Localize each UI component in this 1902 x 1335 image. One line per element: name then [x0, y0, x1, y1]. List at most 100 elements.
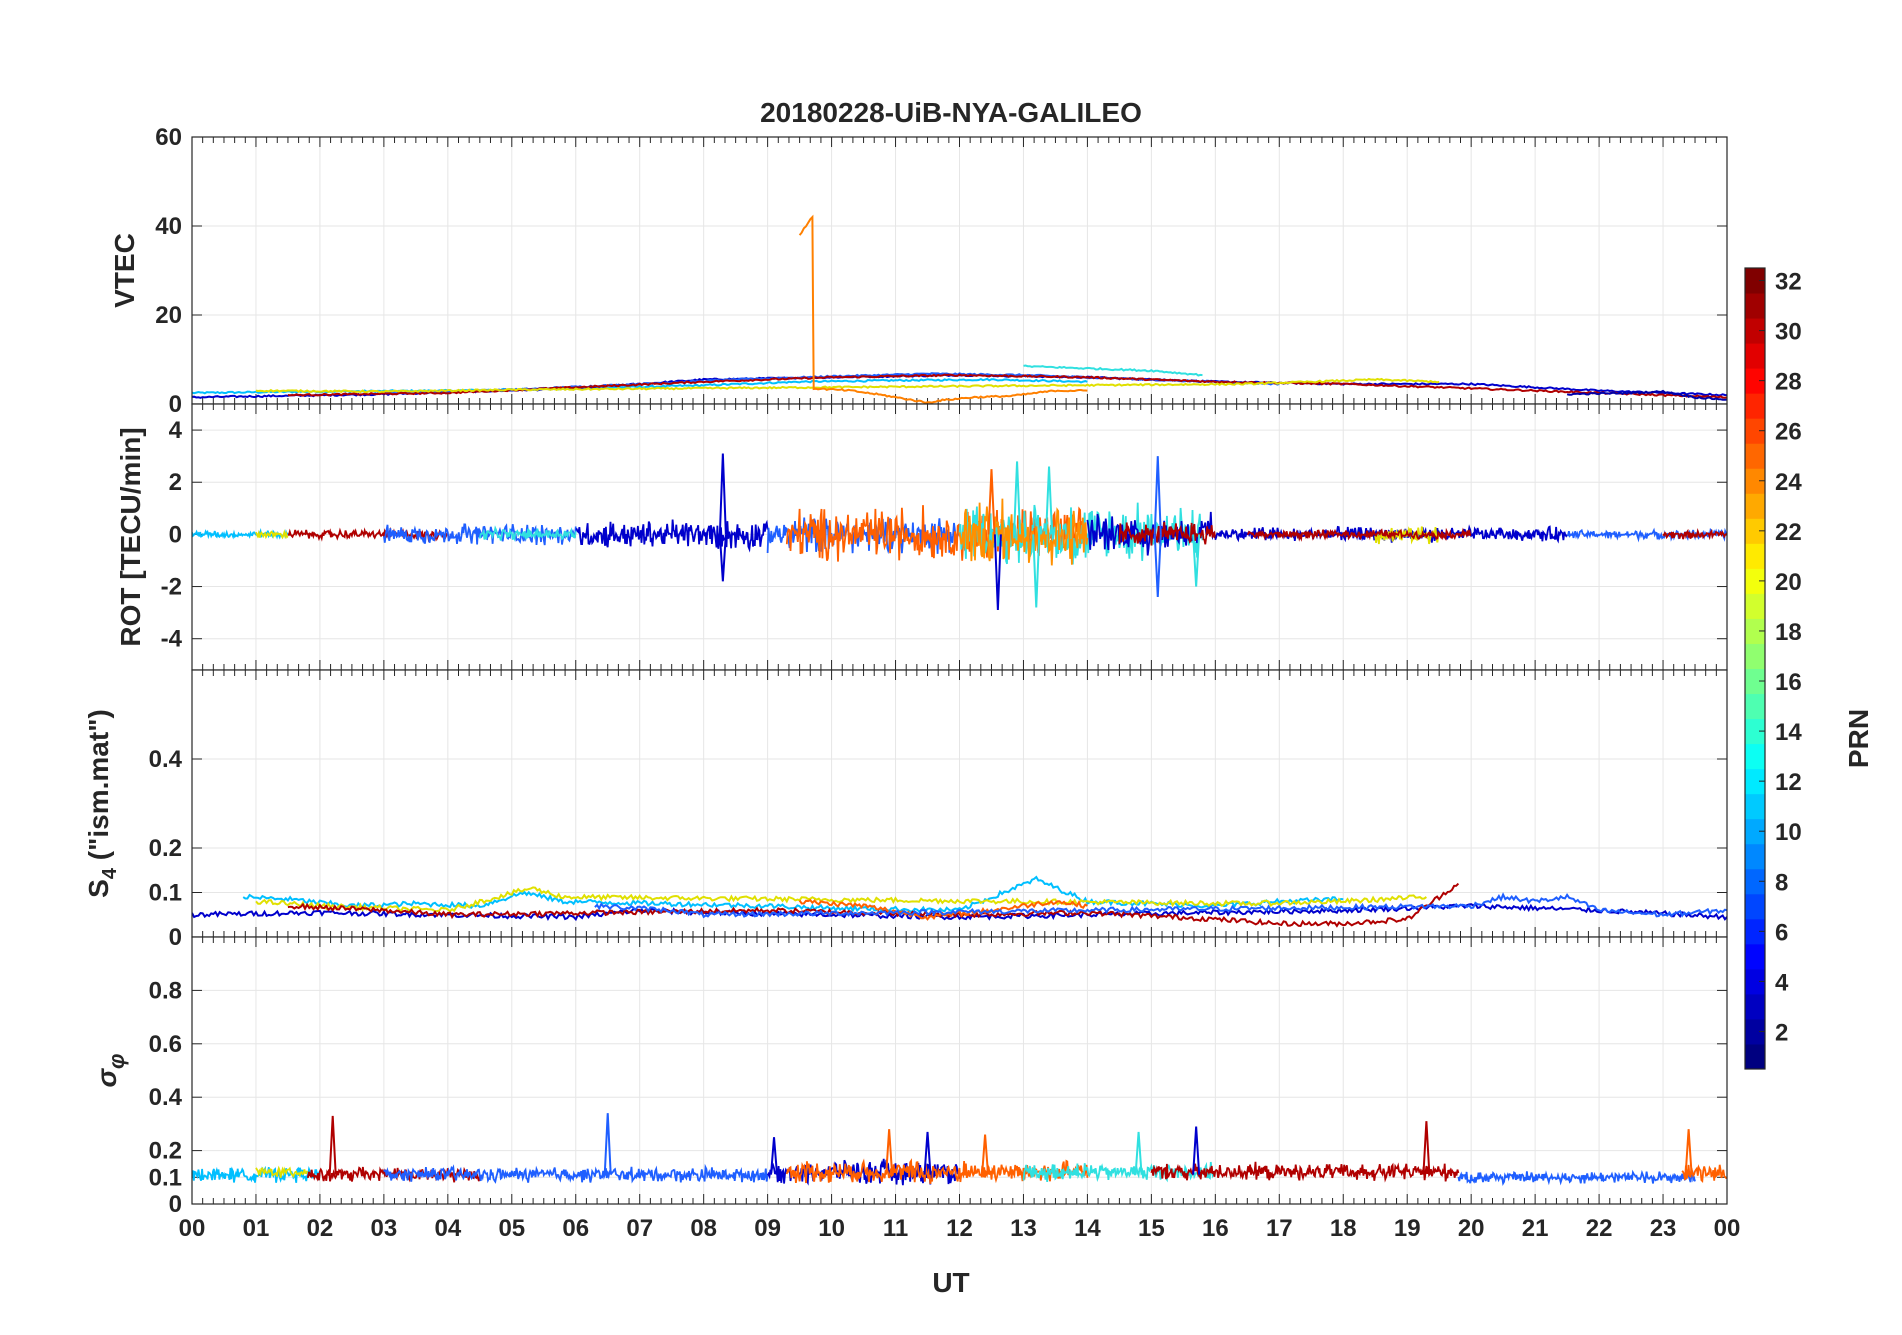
y-axis-label: VTEC [109, 233, 140, 308]
y-tick-label: 4 [169, 417, 183, 444]
panel-1: 0 20 40 60 VTEC [109, 124, 1728, 418]
colorbar-label: PRN [1843, 709, 1874, 768]
panel-3: 0 0.1 0.2 0.4 S4 ("ism.mat") [83, 669, 1728, 951]
colorbar-segment [1745, 543, 1765, 569]
x-tick-label: 03 [371, 1215, 398, 1242]
y-axis-label: ROT [TECU/min] [115, 427, 146, 646]
colorbar-segment [1745, 693, 1765, 720]
x-tick-label: 12 [946, 1215, 973, 1242]
colorbar-segment [1745, 918, 1765, 945]
colorbar-segment [1745, 393, 1765, 419]
colorbar-segment [1745, 1018, 1765, 1045]
noise-band [383, 1163, 769, 1184]
colorbar-tick-label: 28 [1775, 369, 1802, 396]
x-tick-label: 04 [434, 1215, 461, 1242]
x-tick-label: 09 [754, 1215, 781, 1242]
x-axis-label: UT [932, 1267, 969, 1298]
noise-band [1247, 527, 1472, 542]
colorbar-segment [1745, 418, 1765, 444]
spike [885, 1129, 894, 1175]
x-tick-label: 07 [626, 1215, 653, 1242]
x-tick-label: 14 [1074, 1215, 1101, 1242]
data-layer [192, 214, 1727, 404]
y-tick-label: 0.4 [149, 746, 183, 773]
series-line [594, 892, 1727, 919]
colorbar-segment [1745, 368, 1765, 394]
colorbar-tick-label: 2 [1775, 1019, 1788, 1046]
colorbar-segment [1745, 443, 1765, 469]
y-tick-label: 0 [169, 521, 182, 548]
panel-4: 00.10.2 0.4 0.6 0.8 σφ 00 01 02 03 04 05 06 07 08 09 10… [91, 936, 1741, 1242]
spike [1192, 1126, 1201, 1175]
noise-band [287, 526, 449, 543]
noise-band [192, 528, 289, 540]
x-tick-label: 13 [1010, 1215, 1037, 1242]
colorbar-segment [1745, 568, 1765, 594]
x-tick-label: 23 [1650, 1215, 1677, 1242]
noise-band [958, 498, 1089, 566]
colorbar-segment [1745, 968, 1765, 995]
series-line [1566, 389, 1727, 401]
y-tick-label: 0.6 [149, 1031, 182, 1058]
x-tick-label: 01 [243, 1215, 270, 1242]
data-layer [192, 875, 1727, 928]
x-tick-label: 20 [1458, 1215, 1485, 1242]
spike [770, 1137, 779, 1175]
spike [603, 1113, 612, 1175]
noise-band [255, 529, 289, 540]
x-tick-label: 08 [690, 1215, 717, 1242]
y-tick-label: 0.2 [149, 1138, 182, 1165]
spike [993, 534, 1002, 611]
colorbar-tick-label: 6 [1775, 919, 1788, 946]
x-tick-label: 22 [1586, 1215, 1613, 1242]
y-tick-label: 2 [169, 469, 182, 496]
x-tick-label: 16 [1202, 1215, 1229, 1242]
x-tick-label: 00 [1714, 1215, 1741, 1242]
noise-band [1118, 522, 1217, 546]
x-tick-label: 05 [498, 1215, 525, 1242]
colorbar-segment [1745, 843, 1765, 870]
spike [1153, 534, 1162, 598]
spike [1013, 461, 1022, 535]
noise-band [575, 519, 769, 553]
spike [328, 1115, 337, 1175]
y-tick-label: 60 [155, 124, 182, 151]
colorbar-segment [1745, 493, 1765, 519]
colorbar-tick-label: 30 [1775, 319, 1802, 346]
colorbar-segment [1745, 768, 1765, 795]
colorbar-segment [1745, 468, 1765, 494]
colorbar-segment [1745, 793, 1765, 820]
data-layer [192, 1113, 1727, 1187]
colorbar-tick-label: 10 [1775, 819, 1802, 846]
x-tick-label: 02 [307, 1215, 334, 1242]
colorbar-segment [1745, 343, 1765, 369]
y-tick-label: 0 [169, 1191, 182, 1218]
colorbar-segment [1745, 618, 1765, 644]
colorbar-segment [1745, 593, 1765, 619]
noise-band [1681, 1164, 1727, 1183]
colorbar-segment [1745, 318, 1765, 344]
spike [1032, 534, 1041, 608]
noise-band [383, 523, 577, 546]
spike [1422, 1121, 1431, 1175]
colorbar-segment [1745, 668, 1765, 695]
y-tick-label: -2 [161, 574, 182, 601]
spike [1153, 456, 1162, 535]
x-tick-label: 17 [1266, 1215, 1293, 1242]
spike [981, 1134, 990, 1175]
spike [987, 469, 996, 535]
axes-frame [191, 936, 1728, 1205]
colorbar-frame [1744, 267, 1766, 1070]
colorbar-segment [1745, 743, 1765, 770]
colorbar-segment [1745, 893, 1765, 920]
y-tick-label: 0.2 [149, 835, 182, 862]
spike [1684, 1129, 1693, 1175]
spike [718, 534, 727, 582]
colorbar-tick-label: 12 [1775, 769, 1802, 796]
colorbar-segment [1745, 1043, 1765, 1070]
x-tick-label: 10 [818, 1215, 845, 1242]
series-line [255, 377, 1440, 394]
y-tick-label: 0 [169, 391, 182, 418]
